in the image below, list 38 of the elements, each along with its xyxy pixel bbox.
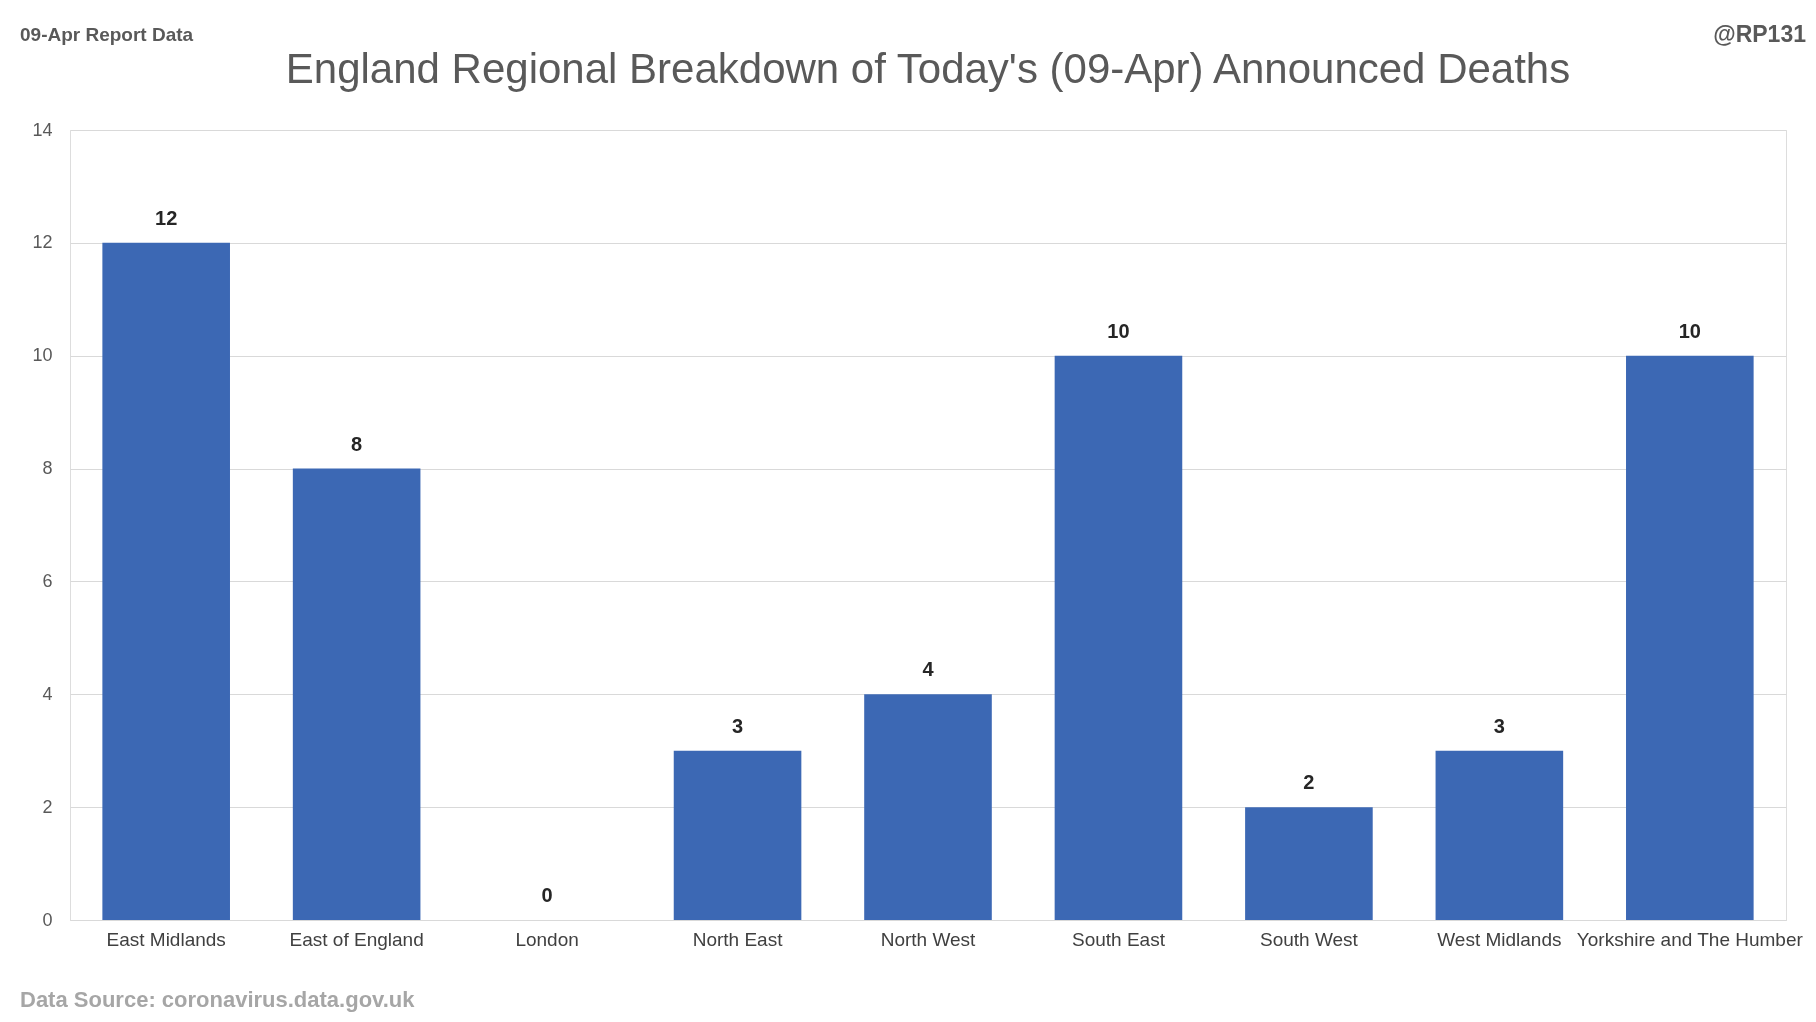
y-tick-label: 2 [42,796,53,817]
chart-title: England Regional Breakdown of Today's (09-Apr) Announced Deaths [285,45,1571,92]
bar [1054,355,1183,920]
y-tick-label: 0 [42,909,53,930]
y-tick-label: 8 [42,458,53,479]
x-tick-label: North West [880,928,977,950]
y-tick-label: 12 [32,232,53,253]
text: 09-Apr Report Data [20,24,194,45]
x-tick-label: London [515,928,579,950]
x-tick-label: East of England [289,928,424,950]
data-label: 12 [155,206,178,229]
x-tick-label: Yorkshire and The Humber [1576,928,1804,950]
text: @RP131 [1713,21,1807,47]
y-tick-label: 10 [32,345,53,366]
data-label: 2 [1303,771,1315,794]
bar [1626,355,1754,920]
bar [673,750,802,920]
bar [1435,750,1564,920]
bar [102,242,230,920]
x-tick-label: North East [692,928,784,950]
x-tick-label: East Midlands [106,928,226,950]
x-tick-label: South East [1071,928,1166,950]
data-label: 4 [922,658,935,681]
data-label: 10 [1678,319,1701,342]
bar [864,694,992,920]
bar [292,468,421,920]
y-tick-label: 4 [42,683,53,704]
data-label: 8 [351,432,363,455]
bar [1245,807,1373,920]
y-tick-label: 14 [32,119,53,140]
y-tick-label: 6 [42,570,53,591]
x-tick-label: South West [1259,928,1359,950]
data-label: 0 [541,884,553,906]
data-label: 10 [1107,319,1130,342]
data-label: 3 [731,714,744,737]
data-label: 3 [1493,714,1505,737]
source-note: Data Source: coronavirus.data.gov.uk [20,987,416,1012]
x-tick-label: West Midlands [1437,928,1562,950]
